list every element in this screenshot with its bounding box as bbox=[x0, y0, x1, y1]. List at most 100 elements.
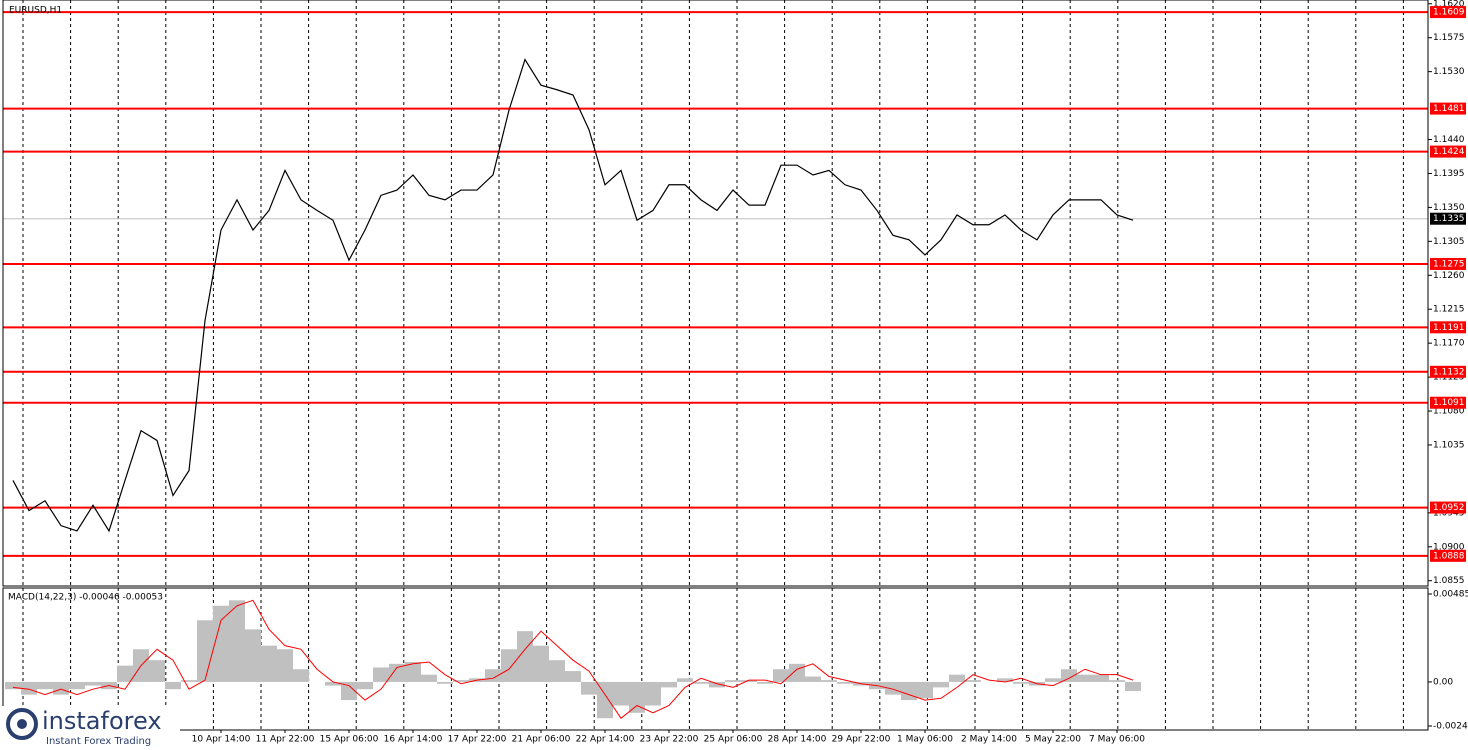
y-tick-label: 1.1035 bbox=[1433, 440, 1465, 450]
macd-bar bbox=[933, 681, 949, 688]
macd-bar bbox=[741, 680, 757, 682]
watermark: instaforex Instant Forex Trading bbox=[0, 706, 180, 750]
macd-bar bbox=[373, 667, 389, 682]
macd-bar bbox=[821, 680, 837, 682]
macd-bar bbox=[837, 681, 853, 684]
x-tick-label: 2 May 14:00 bbox=[961, 735, 1017, 745]
macd-bar bbox=[645, 681, 661, 706]
macd-bar bbox=[37, 681, 53, 690]
y-tick-label: 1.0855 bbox=[1433, 576, 1465, 586]
macd-bar bbox=[357, 681, 373, 690]
macd-bar bbox=[901, 681, 917, 701]
macd-bar bbox=[661, 681, 677, 688]
y-tick-label: 1.1260 bbox=[1433, 271, 1465, 281]
x-tick-label: 28 Apr 14:00 bbox=[768, 735, 827, 745]
x-tick-label: 1 May 06:00 bbox=[897, 735, 953, 745]
x-tick-label: 22 Apr 14:00 bbox=[576, 735, 635, 745]
macd-bar bbox=[389, 663, 405, 682]
macd-bar bbox=[773, 669, 789, 682]
signal-line bbox=[12, 599, 1134, 719]
level-box bbox=[1430, 102, 1466, 115]
y-tick-label: -0.00243 bbox=[1433, 722, 1468, 732]
macd-bar bbox=[517, 631, 533, 682]
macd-bar bbox=[501, 649, 517, 682]
macd-panel-border bbox=[2, 587, 1429, 731]
macd-bar bbox=[789, 663, 805, 682]
level-label: 1.1275 bbox=[1433, 259, 1465, 269]
macd-bar bbox=[5, 681, 21, 690]
macd-bar bbox=[213, 605, 229, 682]
macd-bar bbox=[1093, 674, 1109, 682]
y-tick-label: 1.0900 bbox=[1433, 542, 1465, 552]
level-box bbox=[1430, 549, 1466, 562]
macd-bar bbox=[629, 681, 645, 713]
level-box bbox=[1430, 257, 1466, 270]
macd-bar bbox=[293, 669, 309, 682]
brand: instaforex bbox=[42, 707, 162, 735]
x-tick-label: 15 Apr 06:00 bbox=[320, 735, 379, 745]
y-tick-label: 1.1305 bbox=[1433, 237, 1465, 247]
y-tick-label: 0.00485 bbox=[1433, 589, 1468, 599]
macd-bar bbox=[85, 681, 101, 686]
price-panel-border bbox=[2, 0, 1429, 587]
macd-bar bbox=[165, 681, 181, 690]
logo-icon bbox=[6, 708, 38, 740]
macd-bar bbox=[917, 681, 933, 699]
y-tick-label: 1.1215 bbox=[1433, 305, 1465, 315]
level-label: 1.0952 bbox=[1433, 503, 1465, 513]
y-tick-label: 1.1350 bbox=[1433, 203, 1465, 213]
level-box bbox=[1430, 396, 1466, 409]
macd-bar bbox=[597, 681, 613, 719]
macd-bar bbox=[405, 661, 421, 682]
macd-bar bbox=[453, 680, 469, 682]
macd-bar bbox=[965, 680, 981, 682]
macd-bar bbox=[613, 681, 629, 706]
macd-bar bbox=[693, 681, 709, 684]
vertical-grid bbox=[22, 0, 1404, 730]
x-tick-label: 11 Apr 22:00 bbox=[256, 735, 315, 745]
x-tick-label: 29 Apr 22:00 bbox=[832, 735, 891, 745]
level-label: 1.1091 bbox=[1433, 398, 1465, 408]
y-tick-label: 0.00 bbox=[1433, 677, 1453, 687]
x-tick-label: 10 Apr 14:00 bbox=[192, 735, 251, 745]
level-box bbox=[1430, 321, 1466, 334]
y-tick-label: 1.1575 bbox=[1433, 33, 1465, 43]
macd-bar bbox=[181, 680, 197, 682]
macd-bar bbox=[805, 676, 821, 682]
macd-bar bbox=[69, 681, 85, 690]
macd-bar bbox=[53, 681, 69, 695]
y-tick-label: 1.1170 bbox=[1433, 339, 1465, 349]
macd-bar bbox=[117, 665, 133, 682]
last-price-box bbox=[1430, 212, 1466, 225]
macd-bar bbox=[421, 674, 437, 682]
macd-bar bbox=[949, 674, 965, 682]
macd-bar bbox=[709, 681, 725, 688]
y-tick-label: 1.1530 bbox=[1433, 67, 1465, 77]
macd-bar bbox=[885, 681, 901, 695]
macd-bar bbox=[1077, 674, 1093, 682]
macd-bar bbox=[1045, 678, 1061, 682]
macd-bar bbox=[1125, 681, 1141, 692]
plot-layer: 1.16201.15751.15301.14401.13951.13501.13… bbox=[3, 0, 1468, 745]
macd-bar bbox=[533, 645, 549, 682]
level-label: 1.1481 bbox=[1433, 104, 1465, 114]
macd-bar bbox=[549, 660, 565, 682]
y-tick-label: 1.1620 bbox=[1433, 0, 1465, 9]
level-label: 1.1132 bbox=[1433, 367, 1465, 377]
level-label: 1.1424 bbox=[1433, 147, 1465, 157]
price-line bbox=[12, 58, 1134, 533]
macd-bar bbox=[245, 629, 261, 682]
last-price-label: 1.1335 bbox=[1433, 214, 1465, 224]
y-tick-label: 1.1080 bbox=[1433, 407, 1465, 417]
level-label: 1.1191 bbox=[1433, 323, 1465, 333]
x-tick-label: 17 Apr 22:00 bbox=[448, 735, 507, 745]
macd-bar bbox=[341, 681, 357, 701]
macd-bar bbox=[229, 600, 245, 682]
x-tick-label: 23 Apr 22:00 bbox=[640, 735, 699, 745]
level-box bbox=[1430, 365, 1466, 378]
x-tick-label: 5 May 22:00 bbox=[1025, 735, 1081, 745]
x-tick-label: 7 May 06:00 bbox=[1089, 735, 1145, 745]
level-box bbox=[1430, 6, 1466, 19]
macd-bar bbox=[149, 660, 165, 682]
